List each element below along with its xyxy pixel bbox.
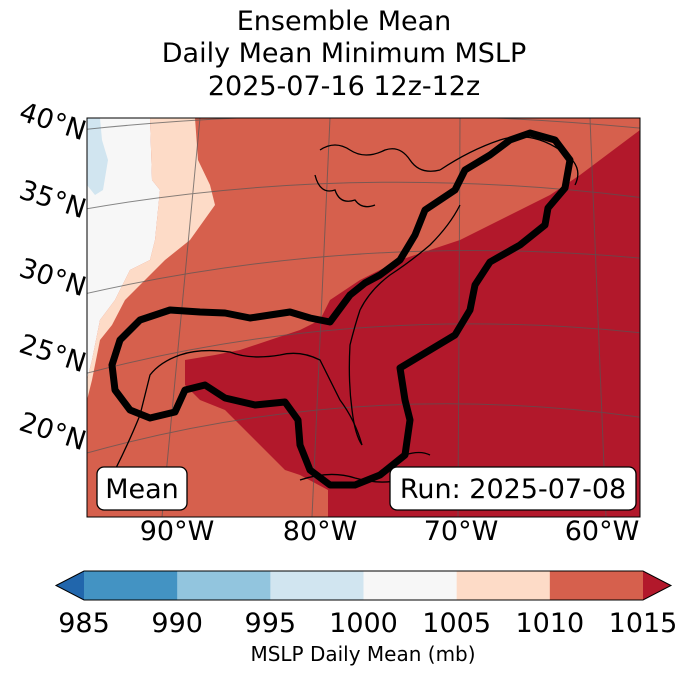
map-frame — [86, 117, 641, 518]
colorbar: 985 990 995 1000 1005 1010 1015 — [54, 570, 678, 639]
lake-michigan-coast — [314, 174, 376, 208]
colorbar-tick-label: 1015 — [609, 608, 678, 639]
colorbar-label: MSLP Daily Mean (mb) — [250, 642, 475, 666]
colorbar-tick-label: 990 — [151, 608, 203, 639]
colorbar-tick-label: 1000 — [329, 608, 398, 639]
lat-label-25n: 25°N — [15, 329, 89, 380]
lon-label-90w: 90°W — [140, 516, 215, 547]
colorbar-outline — [54, 570, 673, 601]
title-line-2: Daily Mean Minimum MSLP — [161, 38, 527, 69]
colorbar-tick-label: 985 — [58, 608, 110, 639]
pressure-field-995 — [87, 118, 108, 195]
colorbar-extend-high — [643, 571, 671, 600]
colorbar-segment — [456, 571, 551, 600]
east-coast — [348, 204, 461, 446]
great-lakes-coast — [319, 144, 441, 172]
pressure-field-1005 — [87, 118, 215, 400]
run-label-box — [389, 466, 637, 511]
map-panel — [87, 118, 640, 517]
title-line-3: 2025-07-16 12z-12z — [207, 71, 481, 102]
lon-label-60w: 60°W — [565, 516, 640, 547]
colorbar-segment — [177, 571, 271, 600]
gulf-coast — [114, 349, 363, 471]
pressure-field-1000 — [87, 118, 160, 380]
lat-label-20n: 20°N — [15, 407, 89, 458]
lon-label-70w: 70°W — [424, 516, 499, 547]
gridline-30n — [87, 250, 640, 294]
colorbar-tick-label: 1005 — [422, 608, 491, 639]
gridline-40n — [87, 118, 640, 130]
mean-label: Mean — [105, 474, 179, 505]
gridline-35n — [87, 181, 640, 210]
run-label: Run: 2025-07-08 — [400, 474, 626, 505]
gridline-20n — [87, 403, 640, 454]
lat-label-35n: 35°N — [15, 175, 89, 226]
title-line-1: Ensemble Mean — [236, 6, 452, 37]
colorbar-tick-label: 1010 — [515, 608, 584, 639]
lat-label-30n: 30°N — [15, 253, 89, 304]
colorbar-segment — [363, 571, 458, 600]
lat-label-40n: 40°N — [15, 97, 89, 148]
colorbar-segment — [84, 571, 178, 600]
gridline-25n — [87, 323, 640, 374]
lon-label-80w: 80°W — [283, 516, 358, 547]
mean-label-box — [96, 466, 188, 511]
colorbar-segment — [270, 571, 364, 600]
gridline-60w — [589, 118, 607, 517]
colorbar-segment — [549, 571, 644, 600]
colorbar-extend-low — [56, 571, 84, 600]
gridline-90w — [161, 118, 201, 517]
ensemble-contour — [108, 129, 574, 489]
colorbar-tick-label: 995 — [245, 608, 297, 639]
